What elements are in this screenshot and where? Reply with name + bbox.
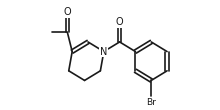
Text: O: O xyxy=(64,7,71,17)
Text: N: N xyxy=(100,47,108,57)
Text: O: O xyxy=(116,17,123,27)
Text: Br: Br xyxy=(146,98,156,107)
